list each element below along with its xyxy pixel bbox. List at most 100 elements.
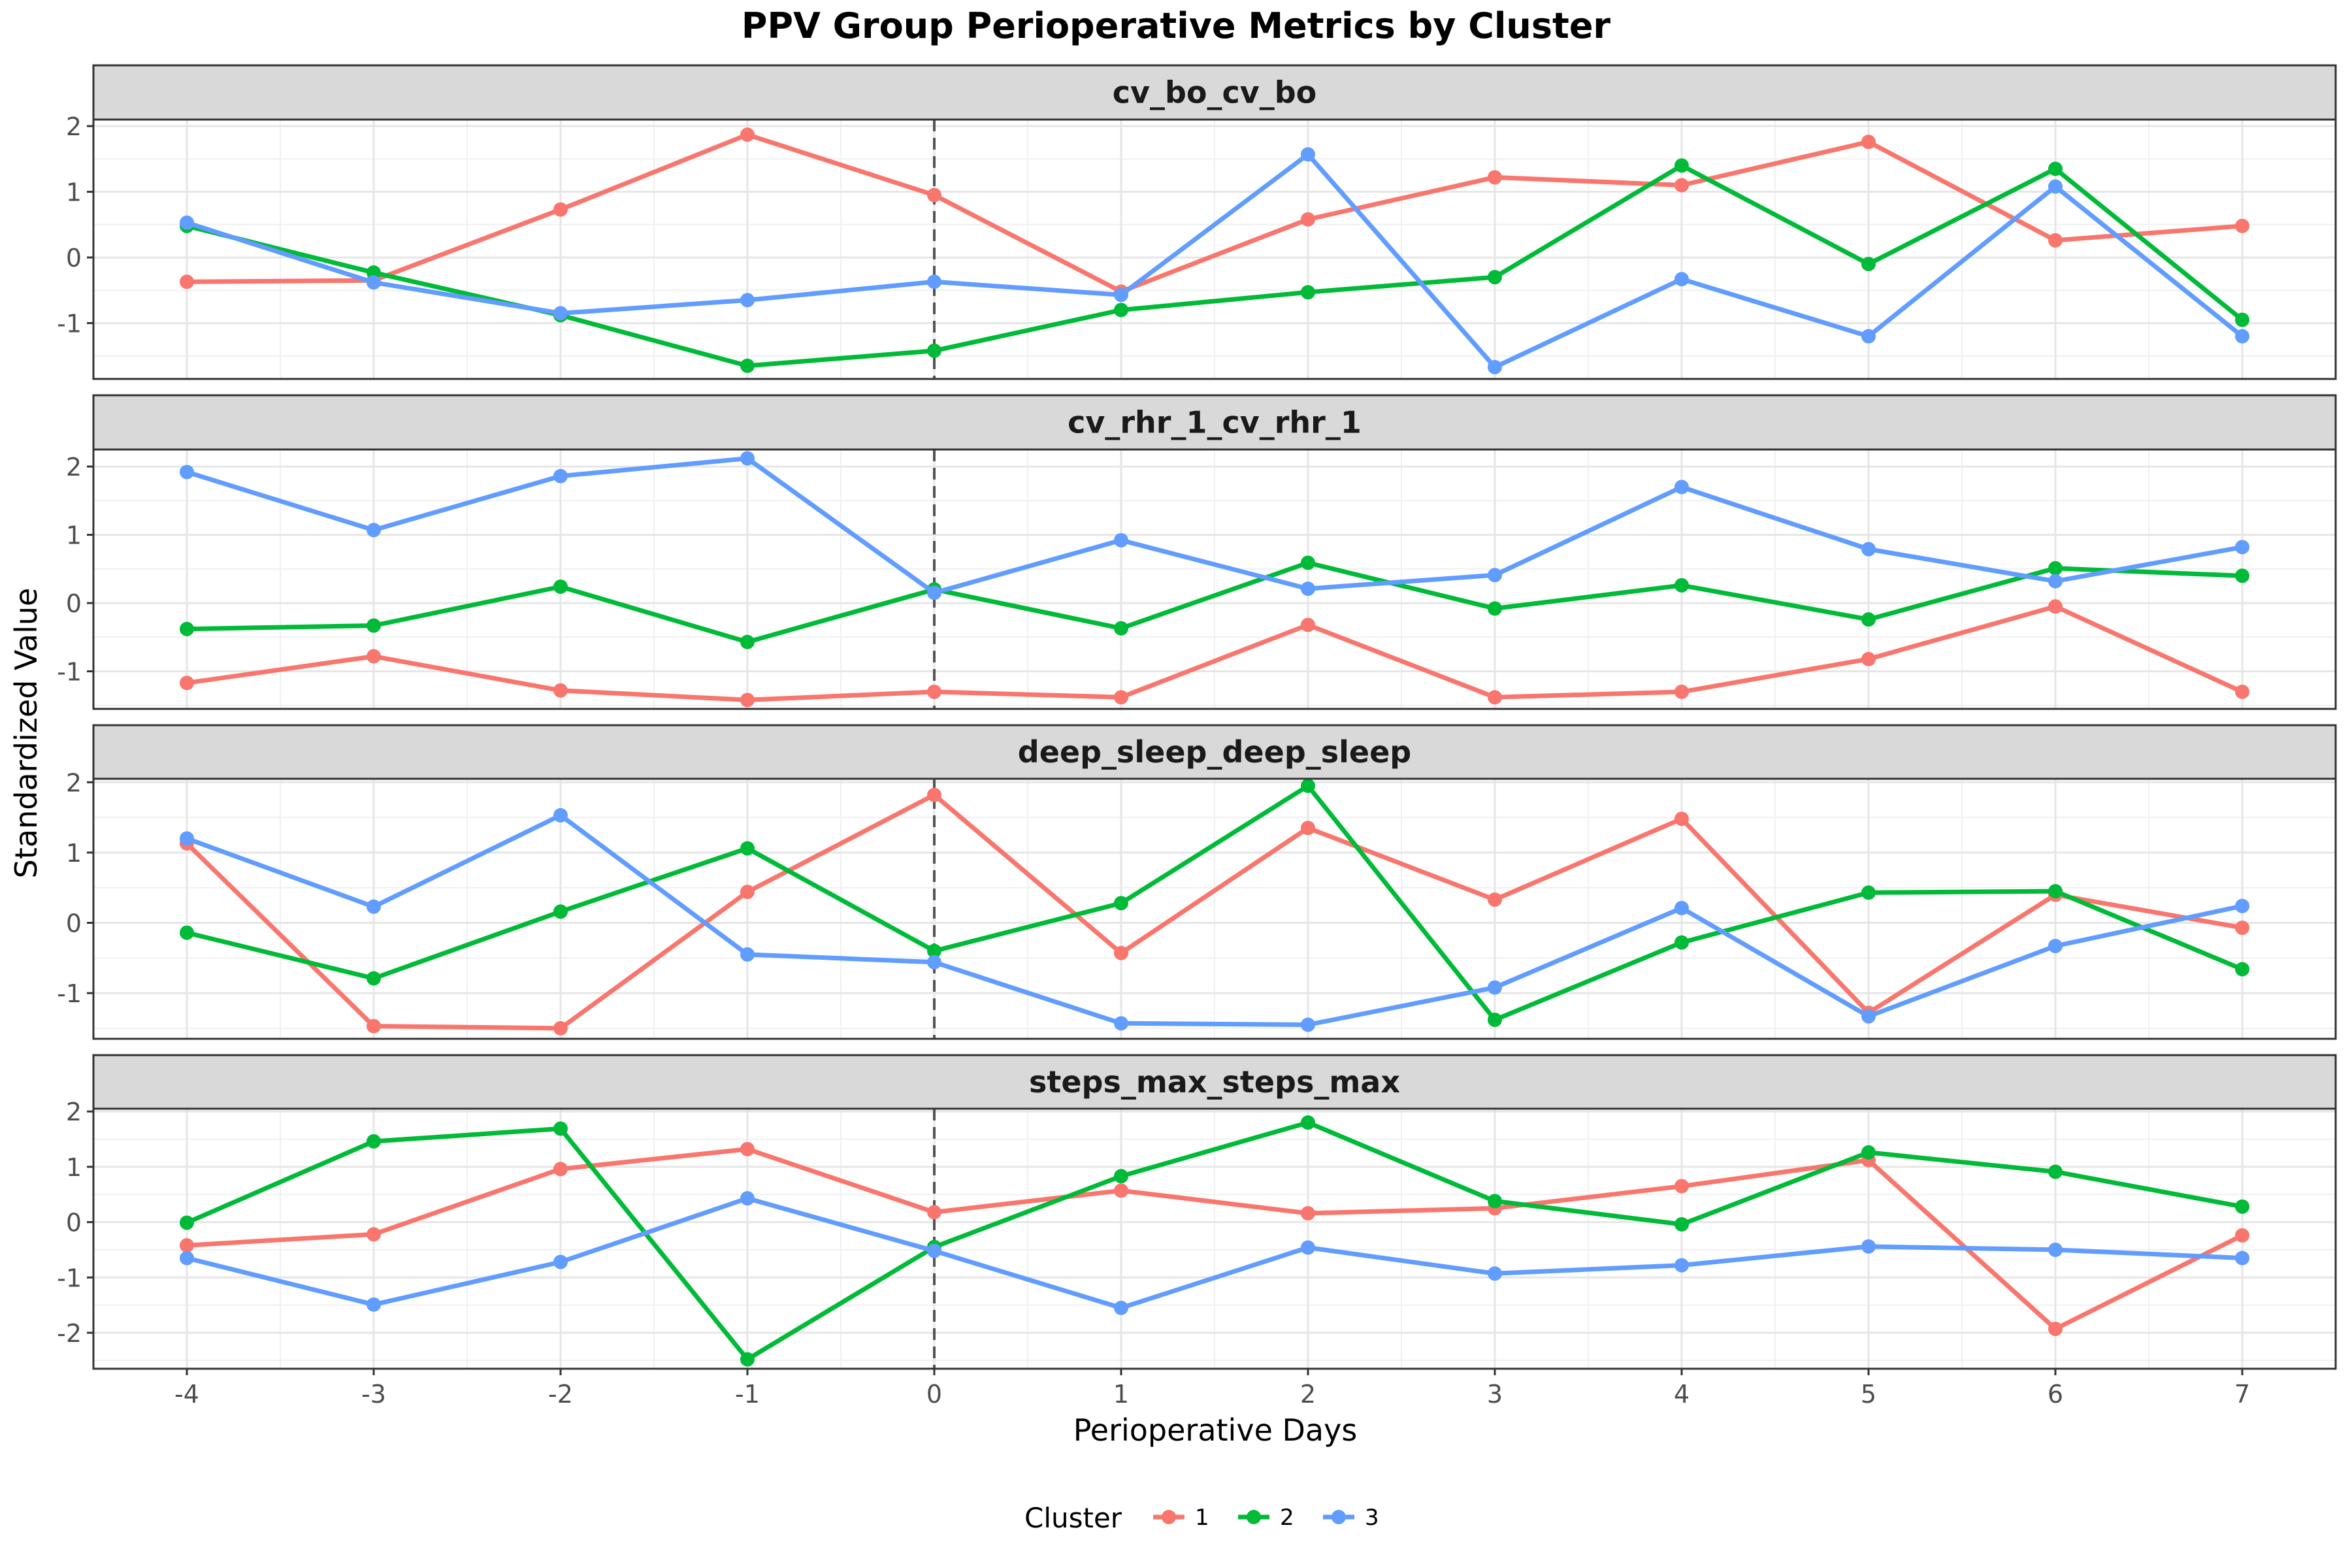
facet-strip-label: cv_rhr_1_cv_rhr_1 bbox=[1068, 405, 1362, 440]
y-tick-label: -1 bbox=[57, 1264, 82, 1292]
data-point-cluster-3 bbox=[1674, 272, 1689, 287]
data-point-cluster-1 bbox=[1301, 617, 1315, 632]
facet-strip-label: cv_bo_cv_bo bbox=[1113, 75, 1317, 110]
data-point-cluster-3 bbox=[2048, 574, 2063, 589]
data-point-cluster-3 bbox=[2235, 540, 2249, 555]
data-point-cluster-3 bbox=[740, 293, 755, 308]
data-point-cluster-1 bbox=[2048, 233, 2063, 248]
data-point-cluster-1 bbox=[367, 1019, 381, 1034]
y-tick-label: -2 bbox=[57, 1319, 82, 1348]
x-tick-label: 6 bbox=[2048, 1380, 2063, 1409]
panel-border bbox=[92, 448, 2337, 710]
legend-title: Cluster bbox=[1024, 1502, 1122, 1534]
data-point-cluster-2 bbox=[1861, 885, 1876, 900]
data-point-cluster-2 bbox=[2048, 161, 2063, 176]
data-point-cluster-3 bbox=[1861, 329, 1876, 344]
series-line-cluster-3 bbox=[184, 1196, 2245, 1311]
data-point-cluster-1 bbox=[1674, 178, 1689, 193]
data-point-cluster-2 bbox=[1301, 555, 1315, 570]
data-point-cluster-2 bbox=[1861, 257, 1876, 272]
y-tick-label: 2 bbox=[66, 453, 82, 482]
data-point-cluster-3 bbox=[740, 947, 755, 962]
data-point-cluster-3 bbox=[1674, 1258, 1689, 1273]
facet-panel: deep_sleep_deep_sleep -1 0 1 2 bbox=[57, 724, 2337, 1040]
data-point-cluster-3 bbox=[1301, 581, 1315, 596]
data-point-cluster-3 bbox=[1114, 1300, 1128, 1315]
data-point-cluster-1 bbox=[2235, 218, 2249, 233]
data-point-cluster-3 bbox=[1861, 1009, 1876, 1024]
facet-strip bbox=[92, 394, 2337, 451]
data-point-cluster-2 bbox=[1301, 1115, 1315, 1130]
x-tick-label: -3 bbox=[361, 1380, 386, 1409]
data-point-cluster-1 bbox=[1488, 892, 1502, 907]
series-line-cluster-3 bbox=[184, 152, 2245, 370]
series-line-cluster-1 bbox=[184, 1147, 2245, 1331]
data-point-cluster-1 bbox=[740, 1141, 755, 1156]
legend: Cluster 1 2 3 bbox=[1024, 1502, 1379, 1534]
x-tick-label: -1 bbox=[735, 1380, 760, 1409]
data-point-cluster-2 bbox=[367, 265, 381, 280]
x-tick-label: 4 bbox=[1674, 1380, 1690, 1409]
data-point-cluster-1 bbox=[180, 1238, 194, 1253]
y-tick-label: 1 bbox=[66, 178, 82, 207]
data-point-cluster-3 bbox=[1114, 532, 1128, 547]
data-point-cluster-2 bbox=[2235, 568, 2249, 583]
data-point-cluster-2 bbox=[180, 925, 194, 940]
y-tick-label: 2 bbox=[66, 768, 82, 797]
data-point-cluster-1 bbox=[367, 1227, 381, 1242]
legend-label: 3 bbox=[1365, 1505, 1379, 1531]
data-point-cluster-2 bbox=[553, 1121, 568, 1136]
data-point-cluster-1 bbox=[553, 1021, 568, 1036]
data-point-cluster-1 bbox=[2048, 1322, 2063, 1337]
series-line-cluster-3 bbox=[184, 813, 2245, 1027]
facet-strip bbox=[92, 64, 2337, 121]
legend-key-point bbox=[1247, 1510, 1261, 1524]
data-point-cluster-3 bbox=[180, 1250, 194, 1266]
data-point-cluster-3 bbox=[1488, 359, 1502, 374]
series-line-cluster-2 bbox=[184, 1120, 2245, 1362]
data-point-cluster-2 bbox=[1488, 270, 1502, 285]
x-axis: -4 -3 -2 -1 0 1 2 3 4 5 6 7 bbox=[174, 1369, 2250, 1409]
data-point-cluster-1 bbox=[1488, 690, 1502, 705]
data-point-cluster-3 bbox=[1301, 1240, 1315, 1255]
data-point-cluster-1 bbox=[1861, 135, 1876, 150]
data-point-cluster-3 bbox=[1301, 1017, 1315, 1032]
data-point-cluster-1 bbox=[1114, 690, 1128, 705]
data-point-cluster-3 bbox=[2235, 1250, 2249, 1266]
y-tick-label: 1 bbox=[66, 1153, 82, 1182]
data-point-cluster-3 bbox=[180, 215, 194, 230]
data-point-cluster-2 bbox=[1114, 302, 1128, 318]
data-point-cluster-2 bbox=[2048, 561, 2063, 576]
data-point-cluster-3 bbox=[553, 306, 568, 321]
data-point-cluster-2 bbox=[1488, 1194, 1502, 1209]
y-tick-label: 0 bbox=[66, 244, 82, 272]
data-point-cluster-3 bbox=[1114, 1016, 1128, 1031]
series-line-cluster-3 bbox=[184, 456, 2245, 595]
data-point-cluster-3 bbox=[1488, 1266, 1502, 1281]
data-point-cluster-1 bbox=[180, 676, 194, 691]
data-point-cluster-1 bbox=[1674, 684, 1689, 699]
data-point-cluster-1 bbox=[2235, 1228, 2249, 1243]
legend-key-point bbox=[1162, 1510, 1176, 1524]
data-point-cluster-1 bbox=[1301, 212, 1315, 227]
data-point-cluster-2 bbox=[1114, 1169, 1128, 1184]
legend-label: 2 bbox=[1280, 1505, 1294, 1531]
legend-label: 1 bbox=[1195, 1505, 1209, 1531]
data-point-cluster-3 bbox=[927, 274, 941, 289]
data-point-cluster-2 bbox=[1114, 621, 1128, 636]
data-point-cluster-3 bbox=[180, 831, 194, 846]
data-point-cluster-3 bbox=[2235, 329, 2249, 344]
data-point-cluster-3 bbox=[1488, 568, 1502, 583]
data-point-cluster-2 bbox=[2235, 312, 2249, 327]
x-tick-label: 1 bbox=[1113, 1380, 1129, 1409]
data-point-cluster-3 bbox=[927, 955, 941, 970]
data-point-cluster-3 bbox=[553, 1254, 568, 1269]
chart-title: PPV Group Perioperative Metrics by Clust… bbox=[742, 5, 1611, 46]
data-point-cluster-1 bbox=[2235, 921, 2249, 936]
data-point-cluster-2 bbox=[1301, 778, 1315, 793]
data-point-cluster-3 bbox=[1301, 147, 1315, 162]
data-point-cluster-1 bbox=[740, 693, 755, 708]
data-point-cluster-1 bbox=[1114, 945, 1128, 960]
legend-key-point bbox=[1331, 1510, 1346, 1524]
